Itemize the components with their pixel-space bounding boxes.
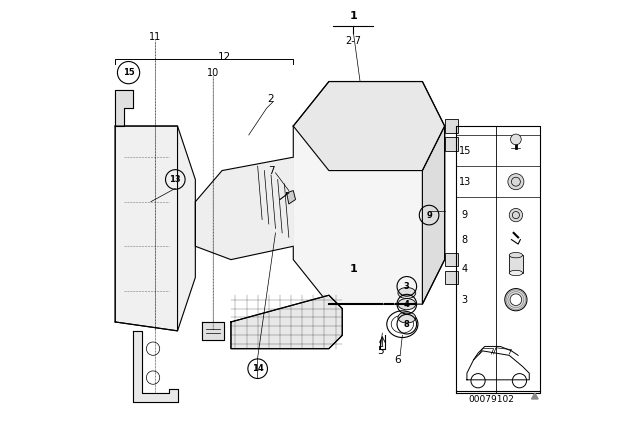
Polygon shape (531, 393, 538, 399)
Text: 3: 3 (404, 282, 410, 291)
Polygon shape (195, 157, 293, 260)
Bar (445, 137, 458, 151)
Text: 9: 9 (426, 211, 432, 220)
Text: 5: 5 (377, 346, 384, 356)
Polygon shape (422, 126, 445, 304)
Text: 7: 7 (268, 166, 275, 176)
Text: 15: 15 (123, 68, 134, 77)
Text: 3: 3 (461, 295, 468, 305)
Polygon shape (202, 322, 224, 340)
Ellipse shape (398, 298, 416, 310)
Polygon shape (231, 295, 342, 349)
Text: 12: 12 (218, 52, 231, 62)
Bar (445, 119, 458, 133)
Circle shape (511, 134, 521, 145)
Text: 14: 14 (252, 364, 264, 373)
Polygon shape (293, 82, 445, 304)
Circle shape (510, 294, 522, 306)
Text: 13: 13 (170, 175, 181, 184)
Ellipse shape (509, 270, 523, 276)
Text: 9: 9 (461, 210, 468, 220)
Text: 4: 4 (404, 300, 410, 309)
Bar (509, 255, 523, 273)
Text: 2-7: 2-7 (346, 36, 362, 47)
Polygon shape (287, 190, 296, 204)
Text: 1: 1 (349, 11, 357, 22)
Circle shape (508, 174, 524, 190)
Polygon shape (115, 126, 195, 331)
Text: 6: 6 (395, 355, 401, 365)
Bar (445, 271, 458, 284)
Ellipse shape (509, 253, 523, 258)
Circle shape (509, 208, 523, 222)
Text: 2: 2 (268, 95, 275, 104)
Text: 15: 15 (458, 146, 471, 155)
Text: 10: 10 (207, 68, 220, 78)
Text: 8: 8 (404, 320, 410, 329)
Text: 11: 11 (149, 32, 161, 42)
Text: 13: 13 (459, 177, 471, 187)
Bar (445, 253, 458, 266)
Polygon shape (133, 331, 177, 402)
Ellipse shape (398, 312, 416, 323)
Text: 1: 1 (349, 263, 357, 274)
Polygon shape (293, 82, 445, 171)
Ellipse shape (398, 288, 416, 298)
Polygon shape (115, 90, 133, 126)
Text: 4: 4 (461, 263, 468, 274)
Circle shape (505, 289, 527, 311)
Text: 8: 8 (461, 235, 468, 245)
Text: 00079102: 00079102 (468, 396, 515, 405)
